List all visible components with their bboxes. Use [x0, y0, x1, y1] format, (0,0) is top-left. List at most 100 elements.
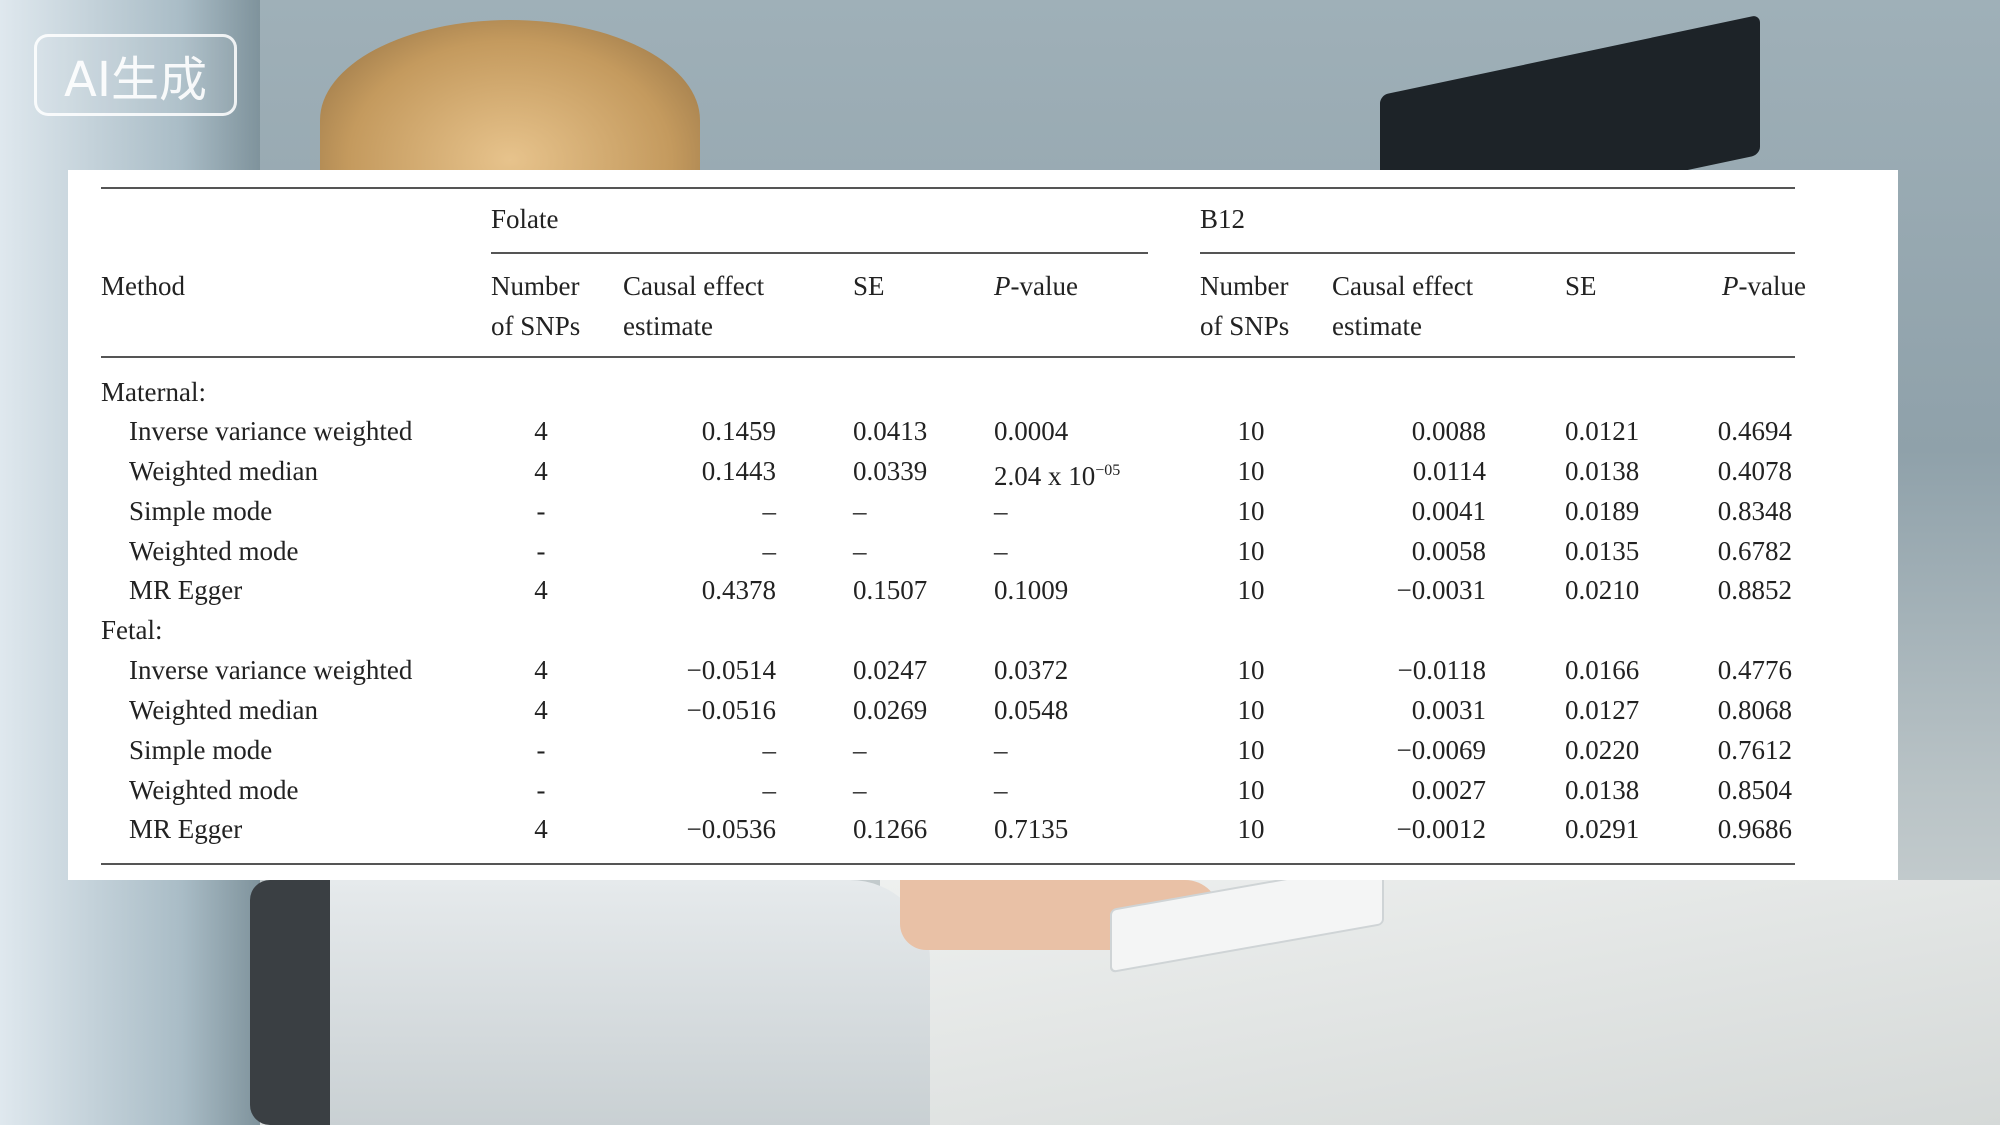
b12-cell: 10 — [1237, 735, 1265, 765]
b12-cell: 0.0189 — [1565, 496, 1640, 526]
folate-cell: 0.1266 — [853, 814, 928, 844]
folate-cell: - — [536, 496, 546, 526]
group-header-b12: B12 — [1200, 204, 1246, 234]
folate-cell: 0.1459 — [701, 416, 776, 446]
b12-cell: −0.0012 — [1396, 814, 1486, 844]
b12-cell: 0.0135 — [1565, 536, 1640, 566]
b12-cell: 0.4078 — [1717, 456, 1792, 486]
p-italic: P — [994, 271, 1011, 301]
row-method: Weighted mode — [129, 775, 299, 805]
folate-header-nsnps: Number — [491, 271, 580, 301]
row-method: MR Egger — [129, 814, 243, 844]
folate-cell: – — [853, 735, 867, 765]
folate-header-nsnps-line2: of SNPs — [491, 311, 581, 341]
folate-cell: 0.0372 — [994, 655, 1069, 685]
p-suffix: -value — [1010, 271, 1078, 301]
folate-cell: 0.4378 — [701, 575, 776, 605]
b12-cell: 10 — [1237, 695, 1265, 725]
folate-cell: 4 — [534, 695, 548, 725]
b12-cell: 0.0127 — [1565, 695, 1640, 725]
b12-cell: 0.0088 — [1411, 416, 1486, 446]
folate-cell: – — [853, 496, 867, 526]
b12-cell: 0.7612 — [1717, 735, 1792, 765]
folate-cell: – — [762, 536, 777, 566]
row-method: Weighted median — [129, 695, 319, 725]
folate-cell: −0.0516 — [686, 695, 776, 725]
b12-cell: 0.0114 — [1412, 456, 1486, 486]
row-method: MR Egger — [129, 575, 243, 605]
folate-cell: 0.0548 — [994, 695, 1069, 725]
b12-cell: 10 — [1237, 655, 1265, 685]
folate-cell: −0.0514 — [686, 655, 776, 685]
b12-cell: −0.0118 — [1397, 655, 1486, 685]
folate-cell: 4 — [534, 456, 548, 486]
p-italic: P — [1722, 271, 1739, 301]
b12-cell: 0.0041 — [1411, 496, 1486, 526]
b12-cell: 10 — [1237, 775, 1265, 805]
b12-cell: 0.0027 — [1411, 775, 1486, 805]
b12-cell: 10 — [1237, 814, 1265, 844]
folate-cell: 0.0004 — [994, 416, 1069, 446]
b12-cell: 0.8068 — [1717, 695, 1792, 725]
p-suffix: -value — [1738, 271, 1806, 301]
b12-cell: 0.0210 — [1565, 575, 1640, 605]
folate-header-pvalue: P-value — [994, 270, 1078, 302]
folate-cell: – — [994, 536, 1008, 566]
b12-header-nsnps: Number — [1200, 271, 1289, 301]
b12-cell: 10 — [1237, 456, 1265, 486]
row-method: Simple mode — [129, 735, 273, 765]
exponent: −05 — [1095, 462, 1121, 479]
folate-rule — [491, 252, 1148, 254]
b12-cell: 0.0138 — [1565, 456, 1640, 486]
folate-cell: 4 — [534, 575, 548, 605]
row-method: Inverse variance weighted — [129, 655, 413, 685]
method-header: Method — [101, 271, 185, 301]
b12-cell: −0.0069 — [1396, 735, 1486, 765]
folate-cell: 0.0247 — [853, 655, 928, 685]
b12-cell: 0.0291 — [1565, 814, 1640, 844]
b12-cell: 10 — [1237, 416, 1265, 446]
b12-cell: 0.8852 — [1717, 575, 1792, 605]
folate-cell: 0.7135 — [994, 814, 1069, 844]
background-lab-coat — [330, 880, 930, 1125]
folate-cell: 4 — [534, 655, 548, 685]
folate-cell: −0.0536 — [686, 814, 776, 844]
folate-cell: – — [994, 496, 1008, 526]
folate-cell: 0.0413 — [853, 416, 928, 446]
section-label: Maternal: — [101, 377, 206, 407]
folate-header-estimate: Causal effect — [623, 271, 765, 301]
folate-cell: – — [762, 496, 777, 526]
b12-cell: 0.4776 — [1717, 655, 1792, 685]
b12-cell: 0.0058 — [1411, 536, 1486, 566]
b12-cell: 0.4694 — [1717, 416, 1792, 446]
b12-cell: −0.0031 — [1396, 575, 1486, 605]
row-method: Weighted mode — [129, 536, 299, 566]
top-rule — [101, 187, 1795, 189]
folate-cell-pvalue: 2.04 x 10−05 — [994, 455, 1120, 492]
ai-generated-watermark: AI生成 — [34, 34, 237, 116]
section-label: Fetal: — [101, 615, 163, 645]
folate-cell: 0.1507 — [853, 575, 928, 605]
b12-cell: 0.9686 — [1717, 814, 1792, 844]
folate-cell: – — [994, 775, 1008, 805]
results-table: Folate B12 Method Number of SNPs Causal ef… — [68, 170, 1898, 880]
b12-header-pvalue: P-value — [1722, 270, 1806, 302]
folate-header-estimate-line2: estimate — [623, 311, 713, 341]
folate-cell: 0.1443 — [701, 456, 776, 486]
b12-cell: 0.0166 — [1565, 655, 1640, 685]
b12-cell: 0.6782 — [1717, 536, 1792, 566]
b12-header-nsnps-line2: of SNPs — [1200, 311, 1290, 341]
folate-cell: – — [762, 775, 777, 805]
b12-cell: 0.0138 — [1565, 775, 1640, 805]
folate-cell: – — [762, 735, 777, 765]
folate-cell: 0.1009 — [994, 575, 1069, 605]
bottom-rule — [101, 863, 1795, 865]
header-rule — [101, 356, 1795, 358]
b12-header-estimate-line2: estimate — [1332, 311, 1422, 341]
b12-rule — [1200, 252, 1795, 254]
folate-cell: – — [994, 735, 1008, 765]
folate-cell: – — [853, 775, 867, 805]
row-method: Simple mode — [129, 496, 273, 526]
folate-header-se: SE — [853, 271, 885, 301]
folate-cell: - — [536, 536, 546, 566]
